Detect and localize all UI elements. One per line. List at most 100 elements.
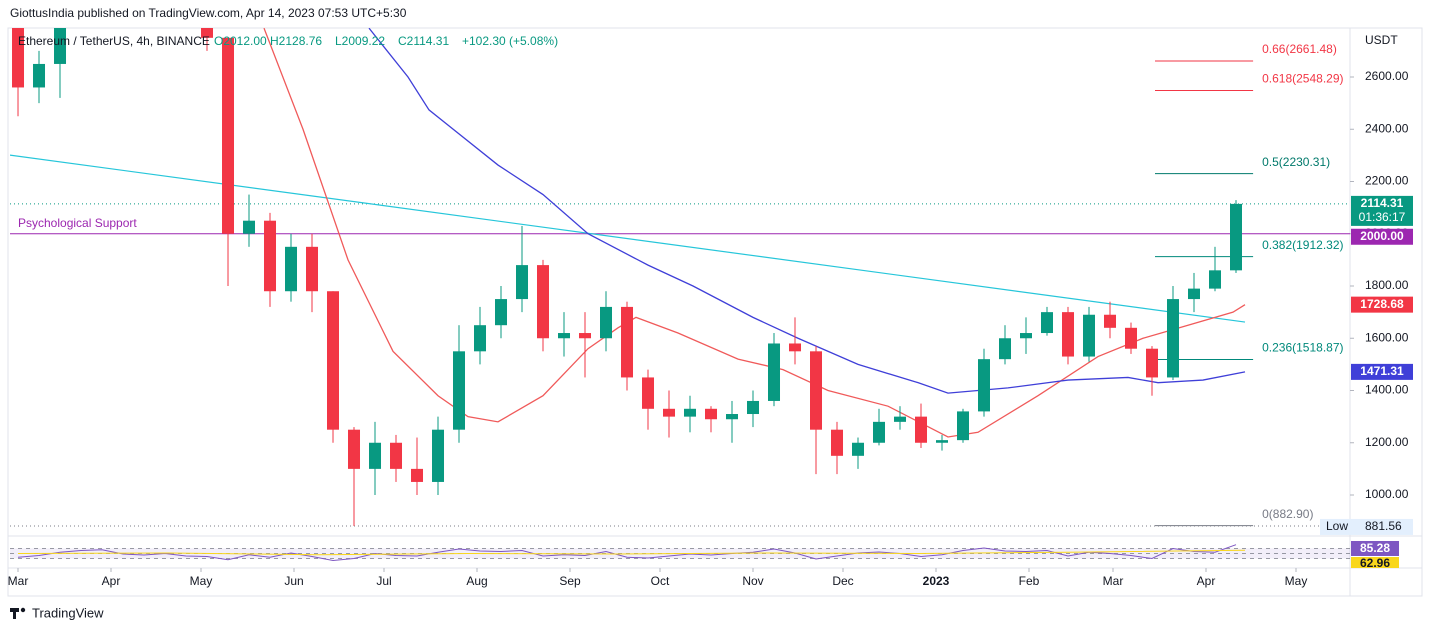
candle-body — [621, 306, 634, 378]
candle-body — [705, 408, 718, 420]
candle-body — [1188, 288, 1201, 300]
candle-body — [810, 351, 823, 430]
y-tick-label: 2400.00 — [1365, 121, 1409, 135]
candle-body — [747, 400, 760, 415]
price-badge — [1351, 363, 1413, 380]
current-price-badge — [1351, 195, 1413, 226]
candle-body — [1167, 299, 1180, 378]
x-tick-label: Sep — [559, 574, 581, 588]
candle-body — [663, 408, 676, 417]
candle-body — [222, 37, 235, 234]
x-tick-label: Apr — [1197, 574, 1216, 588]
y-tick-label: 1200.00 — [1365, 435, 1409, 449]
candle-body — [579, 333, 592, 339]
x-tick-label: Mar — [8, 574, 29, 588]
support-label: Psychological Support — [18, 216, 137, 230]
ohlc-open: O2012.00 — [214, 34, 267, 48]
candle-body — [285, 246, 298, 292]
brand-logo — [10, 607, 26, 619]
y-tick-label: 1000.00 — [1365, 487, 1409, 501]
price-badge-label: 1471.31 — [1360, 364, 1404, 378]
ohlc-change: +102.30 (+5.08%) — [462, 34, 558, 48]
candle-body — [495, 299, 508, 326]
moving-average — [263, 28, 1246, 438]
low-label: Low — [1326, 519, 1348, 533]
x-tick-label: Nov — [742, 574, 763, 588]
candle-body — [768, 343, 781, 401]
candle-body — [243, 220, 256, 234]
frame — [7, 27, 1423, 597]
y-tick-label: 2200.00 — [1365, 174, 1409, 188]
candle-body — [936, 440, 949, 443]
candle-body — [978, 359, 991, 412]
x-tick-label: Oct — [651, 574, 670, 588]
brand: TradingView — [32, 605, 104, 620]
fib-label: 0.5(2230.31) — [1262, 155, 1330, 169]
rsi-badge — [1351, 541, 1399, 556]
x-tick-label: Dec — [832, 574, 853, 588]
fib-label: 0.382(1912.32) — [1262, 238, 1343, 252]
rsi-ma-badge — [1351, 557, 1399, 568]
candle-body — [327, 291, 340, 430]
y-tick-label: 1600.00 — [1365, 330, 1409, 344]
candle-body — [474, 325, 487, 352]
candle-body — [852, 442, 865, 456]
candle-body — [306, 246, 319, 292]
x-tick-label: Apr — [102, 574, 121, 588]
candle-body — [684, 408, 697, 417]
moving-average — [368, 28, 1246, 394]
candle-body — [33, 63, 46, 88]
candle-body — [453, 351, 466, 430]
y-tick-label: 1800.00 — [1365, 278, 1409, 292]
price-badge-label: 2000.00 — [1360, 229, 1404, 243]
candle-body — [12, 28, 25, 88]
candle-body — [537, 265, 550, 339]
candle-body — [54, 28, 67, 64]
candle-body — [642, 377, 655, 409]
x-tick-label: 2023 — [923, 574, 950, 588]
candle-body — [390, 442, 403, 469]
candle-body — [726, 414, 739, 420]
candle-body — [516, 265, 529, 300]
candle-body — [894, 416, 907, 422]
x-tick-label: May — [1285, 574, 1308, 588]
candle-body — [1041, 312, 1054, 334]
current-price-label: 2114.31 — [1361, 196, 1404, 210]
x-tick-label: Feb — [1019, 574, 1040, 588]
currency: USDT — [1365, 33, 1398, 47]
countdown: 01:36:17 — [1359, 210, 1406, 224]
rsi-line — [17, 544, 1237, 562]
candle-body — [1146, 348, 1159, 378]
candle-body — [558, 333, 571, 339]
y-tick-label: 1400.00 — [1365, 383, 1409, 397]
candle-body — [348, 429, 361, 469]
y-tick-label: 2600.00 — [1365, 69, 1409, 83]
x-tick-label: Aug — [466, 574, 487, 588]
candle-body — [789, 343, 802, 352]
candle-body — [600, 306, 613, 339]
fib-label: 0.236(1518.87) — [1262, 341, 1343, 355]
candle-body — [369, 442, 382, 469]
candle-body — [1125, 327, 1138, 349]
candle-body — [1230, 203, 1243, 271]
candle-body — [432, 429, 445, 482]
candle-body — [999, 338, 1012, 360]
price-badge-label: 1728.68 — [1360, 297, 1404, 311]
fib-label: 0.66(2661.48) — [1262, 42, 1337, 56]
candle-body — [1020, 333, 1033, 339]
candle-body — [957, 411, 970, 441]
rsi-ma — [18, 549, 1246, 556]
ohlc-high: H2128.76 — [270, 34, 322, 48]
candle-body — [1062, 312, 1075, 357]
x-tick-label: Mar — [1103, 574, 1124, 588]
candle-body — [1209, 270, 1222, 289]
candle-body — [1104, 314, 1117, 328]
candle-body — [201, 28, 214, 38]
trendline — [10, 154, 1246, 323]
candle-body — [915, 416, 928, 443]
x-tick-label: Jul — [376, 574, 391, 588]
rsi-value: 85.28 — [1360, 541, 1390, 555]
x-tick-label: May — [190, 574, 213, 588]
x-tick-label: Jun — [284, 574, 303, 588]
rsi-ma-value: 62.96 — [1360, 556, 1390, 570]
